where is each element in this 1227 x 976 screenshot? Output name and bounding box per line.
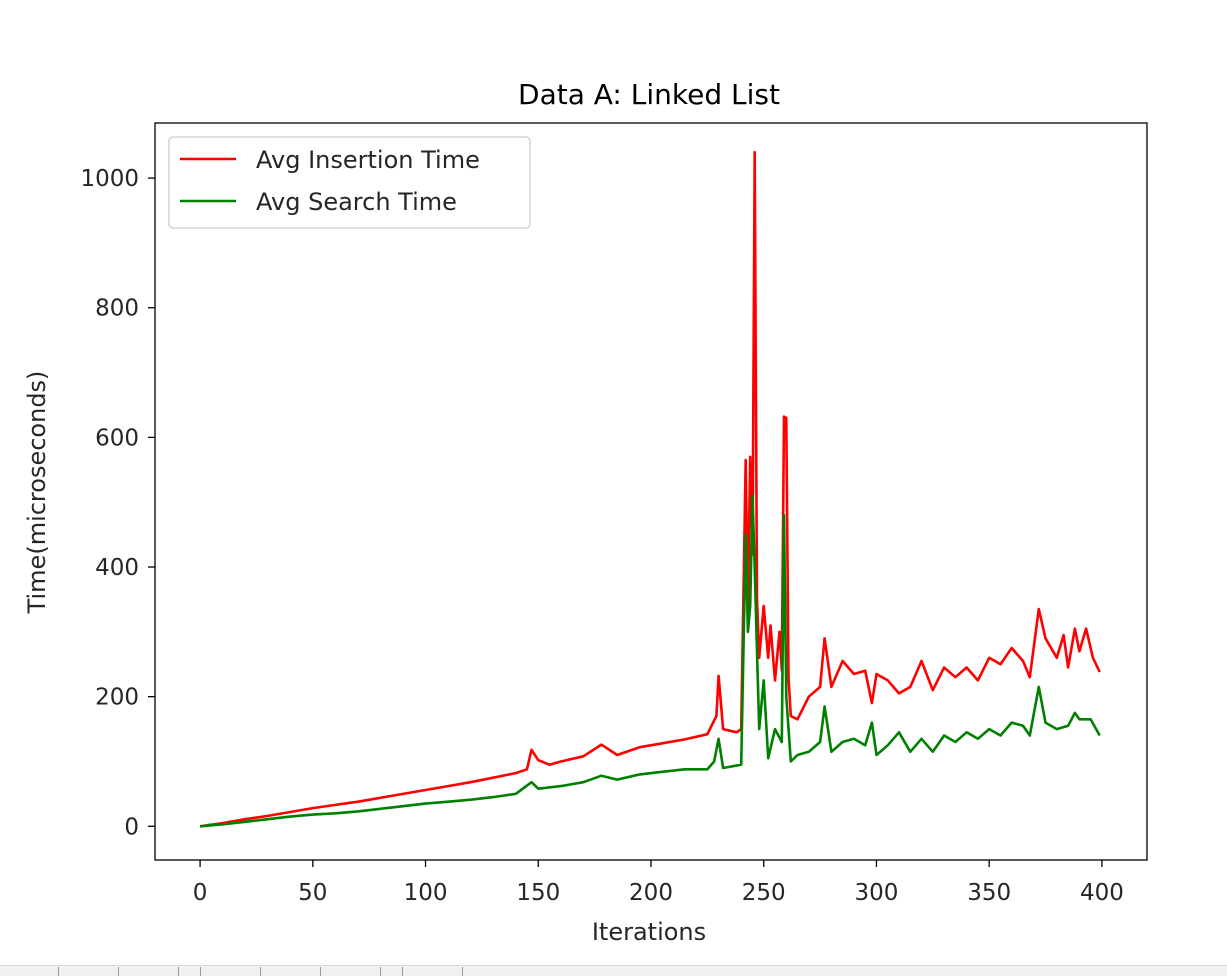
x-tick-label: 50 xyxy=(298,880,327,906)
x-tick-label: 350 xyxy=(967,880,1011,906)
series-line-search xyxy=(199,494,1101,828)
toolbar-strip xyxy=(0,965,1227,976)
legend-box xyxy=(168,136,531,229)
toolbar-divider xyxy=(58,967,59,976)
y-tick-label: 200 xyxy=(95,685,139,711)
toolbar-divider xyxy=(402,967,403,976)
x-tick-label: 150 xyxy=(516,880,560,906)
series-line-insertion xyxy=(199,150,1101,828)
x-tick-label: 200 xyxy=(629,880,673,906)
x-tick-label: 300 xyxy=(855,880,899,906)
plot-area xyxy=(155,123,1147,860)
y-axis-label: Time(microseconds) xyxy=(23,371,51,615)
y-tick-label: 0 xyxy=(124,814,139,840)
x-tick-label: 0 xyxy=(193,880,208,906)
toolbar-divider xyxy=(260,967,261,976)
toolbar-divider xyxy=(462,967,463,976)
toolbar-divider xyxy=(118,967,119,976)
toolbar-divider xyxy=(320,967,321,976)
x-axis: 0 50 100 150 200 250 300 350 400 xyxy=(193,860,1124,906)
x-tick-label: 400 xyxy=(1080,880,1124,906)
y-axis: 0 200 400 600 800 1000 xyxy=(80,166,155,840)
series-layer xyxy=(199,150,1101,828)
legend: Avg Insertion Time Avg Search Time xyxy=(168,136,531,229)
toolbar-divider xyxy=(380,967,381,976)
legend-label-insertion: Avg Insertion Time xyxy=(256,146,480,174)
y-tick-label: 1000 xyxy=(80,166,139,192)
x-tick-label: 250 xyxy=(742,880,786,906)
x-tick-label: 100 xyxy=(404,880,448,906)
legend-label-search: Avg Search Time xyxy=(256,188,457,216)
chart-title: Data A: Linked List xyxy=(518,78,780,111)
y-tick-label: 800 xyxy=(95,296,139,322)
y-tick-label: 400 xyxy=(95,555,139,581)
y-tick-label: 600 xyxy=(95,425,139,451)
toolbar-divider xyxy=(200,967,201,976)
toolbar-divider xyxy=(178,967,179,976)
x-axis-label: Iterations xyxy=(592,918,706,946)
